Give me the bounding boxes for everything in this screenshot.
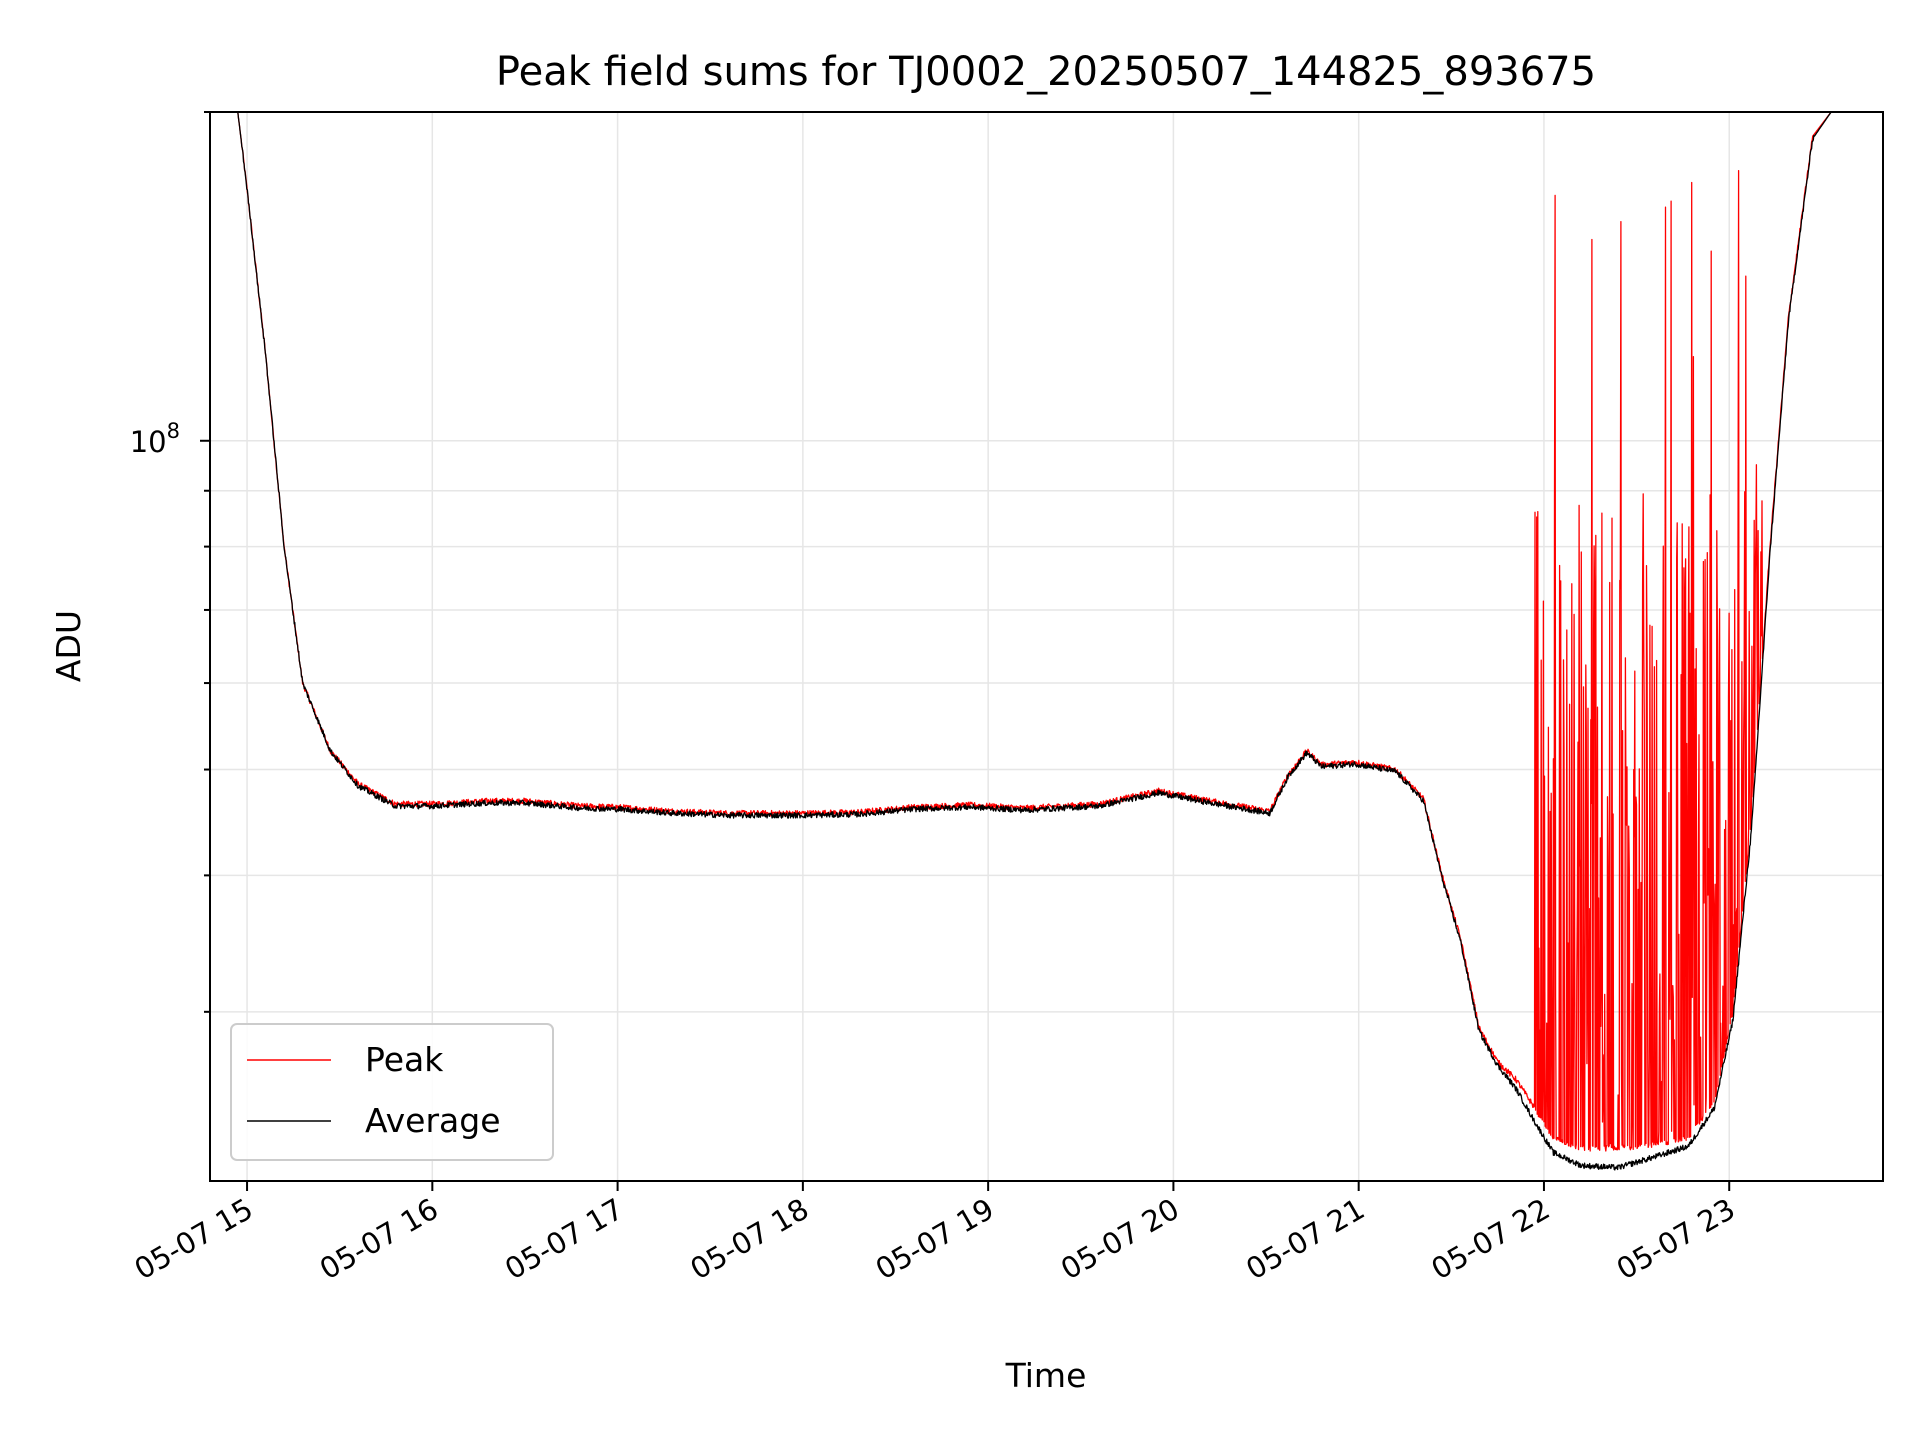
plot-area	[210, 112, 1883, 1171]
y-tick-label: 108	[130, 419, 180, 459]
y-axis-label: ADU	[49, 610, 88, 682]
y-axis: 108	[130, 111, 210, 1013]
plot-frame	[209, 111, 1884, 1182]
legend-box	[230, 1023, 554, 1161]
x-axis-label: Time	[1005, 1356, 1087, 1395]
legend-average-label: Average	[365, 1101, 501, 1140]
legend-peak-label: Peak	[365, 1040, 444, 1079]
chart-title: Peak field sums for TJ0002_20250507_1448…	[496, 49, 1596, 95]
legend: Peak Average	[230, 1023, 554, 1161]
y-tick-exponent: 8	[167, 419, 180, 443]
y-tick-base: 10	[130, 425, 167, 459]
series-line-average	[210, 112, 1883, 1171]
